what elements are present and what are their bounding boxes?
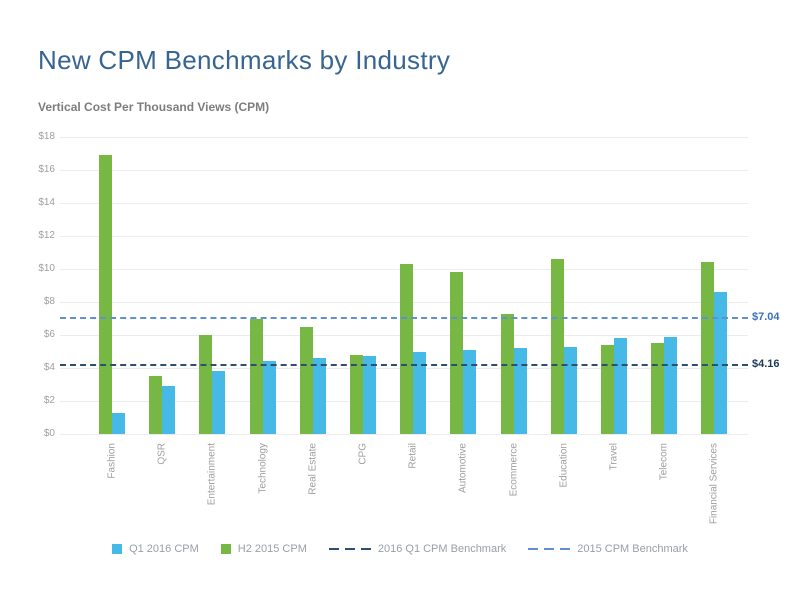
bar-q1-2016-cpm-fashion — [112, 412, 125, 434]
gridline--12 — [60, 236, 748, 237]
benchmark-value-2016-q1-cpm-benchmark: $4.16 — [752, 358, 780, 371]
legend-dash-segment — [360, 548, 371, 550]
x-label-cpg: CPG — [357, 443, 369, 465]
legend-item-h2-2015-cpm: H2 2015 CPM — [220, 543, 307, 555]
bar-h2-2015-cpm-fashion — [99, 155, 112, 434]
bar-h2-2015-cpm-technology — [249, 318, 263, 434]
bar-q1-2016-cpm-retail — [413, 351, 427, 434]
bar-q1-2016-cpm-qsr — [162, 386, 176, 434]
legend-dash-segment — [344, 548, 355, 550]
x-label-qsr: QSR — [156, 443, 168, 465]
x-label-financial-services: Financial Services — [708, 443, 720, 525]
legend-dash-segment — [544, 548, 555, 550]
legend-dash-segment — [528, 548, 539, 550]
y-tick--12: $12 — [38, 230, 55, 241]
y-tick--10: $10 — [38, 263, 55, 274]
page-title: New CPM Benchmarks by Industry — [38, 45, 451, 76]
x-label-education: Education — [558, 443, 570, 488]
y-tick--14: $14 — [38, 197, 55, 208]
gridline--16 — [60, 170, 748, 171]
bar-h2-2015-cpm-entertainment — [199, 335, 213, 434]
chart-subtitle: Vertical Cost Per Thousand Views (CPM) — [38, 99, 270, 114]
x-label-real-estate: Real Estate — [307, 443, 319, 495]
legend-item-2016-q1-cpm-benchmark: 2016 Q1 CPM Benchmark — [328, 543, 507, 555]
bar-q1-2016-cpm-ecommerce — [513, 348, 527, 434]
bar-h2-2015-cpm-real-estate — [299, 326, 313, 434]
legend-dash-segment — [560, 548, 571, 550]
plot-area — [60, 137, 748, 435]
legend-label: H2 2015 CPM — [237, 543, 307, 555]
legend-dashed-line-icon — [328, 548, 371, 550]
legend-label: 2015 CPM Benchmark — [577, 543, 688, 555]
y-tick--6: $6 — [43, 329, 55, 340]
x-label-travel: Travel — [608, 443, 620, 471]
bar-h2-2015-cpm-ecommerce — [500, 313, 514, 434]
legend-dash-segment — [328, 548, 339, 550]
benchmark-value-2015-cpm-benchmark: $7.04 — [752, 310, 780, 323]
y-tick--4: $4 — [43, 362, 55, 373]
legend-label: Q1 2016 CPM — [129, 543, 199, 555]
y-tick--16: $16 — [38, 164, 55, 175]
benchmark-line-2016-q1-cpm-benchmark — [60, 364, 748, 367]
bar-q1-2016-cpm-travel — [614, 338, 627, 434]
bar-q1-2016-cpm-real-estate — [312, 358, 326, 434]
bar-h2-2015-cpm-automotive — [450, 272, 464, 434]
gridline--14 — [60, 203, 748, 204]
legend-dashed-line-icon — [528, 548, 571, 550]
bar-h2-2015-cpm-education — [550, 259, 564, 434]
x-label-technology: Technology — [257, 443, 269, 494]
y-tick--8: $8 — [43, 296, 55, 307]
bar-h2-2015-cpm-travel — [601, 344, 614, 434]
legend-label: 2016 Q1 CPM Benchmark — [377, 543, 507, 555]
x-label-entertainment: Entertainment — [206, 443, 218, 506]
benchmark-line-2015-cpm-benchmark — [60, 316, 748, 319]
y-tick--18: $18 — [38, 131, 55, 142]
bar-h2-2015-cpm-financial-services — [701, 262, 715, 434]
bar-q1-2016-cpm-entertainment — [212, 371, 226, 434]
bar-q1-2016-cpm-financial-services — [714, 292, 728, 434]
x-label-automotive: Automotive — [457, 443, 469, 494]
bar-q1-2016-cpm-technology — [262, 361, 276, 434]
bar-q1-2016-cpm-automotive — [463, 349, 477, 434]
bar-q1-2016-cpm-telecom — [664, 336, 678, 434]
bar-h2-2015-cpm-qsr — [149, 376, 163, 434]
x-label-retail: Retail — [407, 443, 419, 469]
chart-legend: Q1 2016 CPM H2 2015 CPM 2016 Q1 CPM Benchm… — [0, 543, 800, 555]
legend-item-2015-cpm-benchmark: 2015 CPM Benchmark — [528, 543, 688, 555]
gridline--18 — [60, 137, 748, 138]
legend-square-swatch-icon — [220, 544, 231, 554]
bar-q1-2016-cpm-education — [563, 346, 577, 434]
x-label-fashion: Fashion — [106, 443, 118, 479]
y-tick--0: $0 — [43, 428, 55, 439]
x-label-telecom: Telecom — [658, 443, 670, 481]
gridline--0 — [60, 434, 748, 435]
bar-q1-2016-cpm-cpg — [363, 356, 376, 434]
bar-h2-2015-cpm-cpg — [350, 354, 363, 434]
y-tick--2: $2 — [43, 395, 55, 406]
legend-square-swatch-icon — [112, 544, 123, 554]
x-label-ecommerce: Ecommerce — [508, 443, 520, 497]
bar-h2-2015-cpm-telecom — [651, 343, 665, 434]
bar-h2-2015-cpm-retail — [400, 264, 414, 434]
legend-item-q1-2016-cpm: Q1 2016 CPM — [112, 543, 199, 555]
